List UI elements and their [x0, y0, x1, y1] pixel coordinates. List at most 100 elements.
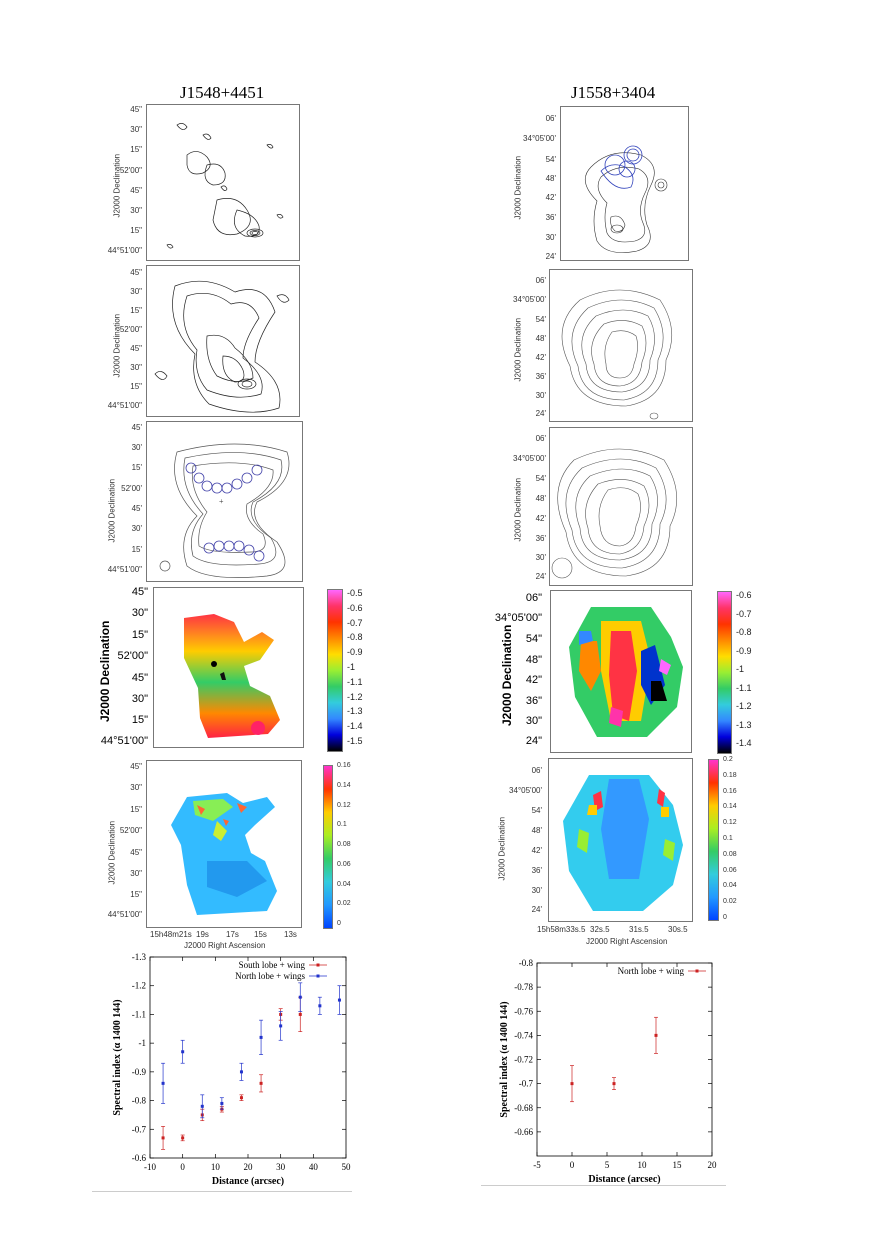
dec-tick: 54'	[531, 806, 542, 815]
dec-tick: 44°51'00"	[100, 735, 148, 747]
dec-tick: 48"	[525, 654, 542, 666]
left-source-title: J1548+4451	[180, 83, 265, 102]
data-point	[200, 1104, 204, 1108]
dec-tick: 45"	[130, 268, 142, 277]
y-tick-label: -0.7	[519, 1079, 534, 1089]
colorbar-tick-label: 0.16	[723, 787, 737, 795]
dec-tick: 30"	[131, 607, 148, 619]
dec-tick: 45"	[130, 186, 142, 195]
colorbar-tick-label: 0.14	[723, 803, 737, 811]
right-contour-map-2	[549, 269, 693, 422]
y-tick-label: -0.6	[132, 1153, 147, 1163]
dec-tick: 30"	[130, 206, 142, 215]
colorbar-tick-label: -0.7	[736, 608, 752, 619]
colorbar-tick-label: 0.04	[723, 882, 737, 890]
dec-tick: 30"	[131, 693, 148, 705]
y-tick-label: -0.7	[132, 1124, 147, 1134]
dec-tick: 06'	[545, 114, 556, 123]
dec-tick: 48'	[535, 334, 546, 343]
dec-tick: 06'	[535, 276, 546, 285]
dec-tick: 52'00'	[121, 484, 142, 493]
plot-frame	[536, 962, 713, 1157]
legend-label: North lobe + wing	[618, 966, 685, 976]
y-tick-label: -0.68	[514, 1103, 533, 1113]
colorbar-tick-label: -0.8	[347, 632, 363, 643]
left-spectral-index-map	[153, 587, 304, 748]
left-ra-axis-label: J2000 Right Ascension	[184, 941, 266, 950]
dec-tick: 15"	[131, 629, 148, 641]
legend-label: North lobe + wings	[235, 971, 305, 981]
ra-tick: 30s.5	[668, 925, 688, 934]
data-point	[161, 1136, 165, 1140]
colorbar-tick-label: 0.12	[337, 801, 351, 809]
dec-tick: 24"	[525, 735, 542, 747]
dec-tick: 30'	[535, 553, 546, 562]
x-tick-label: 40	[309, 1162, 319, 1172]
dec-tick: 30'	[535, 391, 546, 400]
colorbar-tick-label: -1.3	[736, 719, 752, 730]
x-tick-label: 20	[244, 1162, 254, 1172]
left-contour-map-2	[146, 265, 300, 417]
colorbar-tick-label: 0.02	[723, 898, 737, 906]
left-contour-2-svg	[154, 280, 290, 413]
dec-tick: 30'	[131, 524, 142, 533]
ra-tick: 15h48m21s	[150, 930, 192, 939]
dec-tick: 54'	[535, 315, 546, 324]
dec-tick: 30"	[130, 287, 142, 296]
right-ra-axis-label: J2000 Right Ascension	[586, 937, 668, 946]
data-point	[181, 1050, 185, 1054]
right-index-svg	[569, 607, 683, 737]
right-spectral-index-chart: -5 0 5 10 15 20 -0.8 -0.78 -0.76 -0.74 -0.72 -0.7 -0…	[484, 958, 734, 1186]
dec-tick: 30'	[531, 886, 542, 895]
legend-marker	[316, 974, 320, 978]
colorbar-tick-label: -0.6	[347, 602, 363, 613]
left-index-colorbar	[327, 589, 343, 752]
dec-tick: 30"	[130, 869, 142, 878]
dec-tick: 15'	[131, 545, 142, 554]
dec-tick: 45'	[131, 423, 142, 432]
dec-tick: 45"	[131, 672, 148, 684]
dec-tick: 54"	[525, 633, 542, 645]
dec-tick: 34°05'00"	[494, 612, 542, 624]
plot-frame	[149, 956, 347, 1159]
dec-tick: 34°05'00'	[513, 295, 546, 304]
dec-tick: 54'	[535, 474, 546, 483]
dec-tick: 15"	[131, 714, 148, 726]
dec-tick: 15"	[130, 306, 142, 315]
left-divider	[92, 1191, 352, 1192]
data-point	[318, 1004, 322, 1008]
right-contour-map-3	[549, 427, 693, 586]
left-chart-svg: -10 0 10 20 30 40 50 -1.3 -1.2 -1.1 -1 -0.9 -0.8 -0.7…	[112, 952, 351, 1187]
right-chart-svg: -5 0 5 10 15 20 -0.8 -0.78 -0.76 -0.74 -0.72 -0.7 -0…	[499, 958, 718, 1185]
dec-tick: 15"	[130, 890, 142, 899]
data-point	[181, 1136, 185, 1140]
dec-tick: 45"	[130, 105, 142, 114]
right-contour-3-svg	[551, 448, 678, 579]
colorbar-tick-label: 0	[337, 920, 341, 927]
colorbar-tick-label: 0.04	[337, 880, 351, 888]
x-tick-label: 20	[708, 1160, 718, 1170]
x-axis-label: Distance (arcsec)	[212, 1176, 284, 1187]
colorbar-tick-label: -1.4	[736, 738, 752, 748]
left-index-svg	[184, 614, 280, 738]
data-point	[161, 1081, 165, 1085]
left-contour-map-3: +	[146, 421, 303, 582]
dec-tick: 45"	[130, 344, 142, 353]
dec-tick: 52'00"	[119, 166, 142, 175]
data-point	[239, 1096, 243, 1100]
right-contour-1-svg	[584, 145, 668, 253]
data-point	[298, 995, 302, 999]
dec-tick: 06'	[531, 766, 542, 775]
svg-text:+: +	[219, 497, 224, 506]
left-contour-map-1	[146, 104, 300, 261]
x-tick-label: -5	[533, 1160, 541, 1170]
x-tick-label: 0	[570, 1160, 575, 1170]
y-tick-label: -1.2	[132, 981, 146, 991]
data-point	[337, 998, 341, 1002]
right-divider	[481, 1185, 726, 1186]
left-contour-3-svg: +	[159, 443, 290, 578]
dec-tick: 15"	[130, 145, 142, 154]
data-point	[570, 1082, 574, 1086]
colorbar-tick-label: -1	[736, 664, 745, 674]
dec-tick: 42'	[545, 193, 556, 202]
